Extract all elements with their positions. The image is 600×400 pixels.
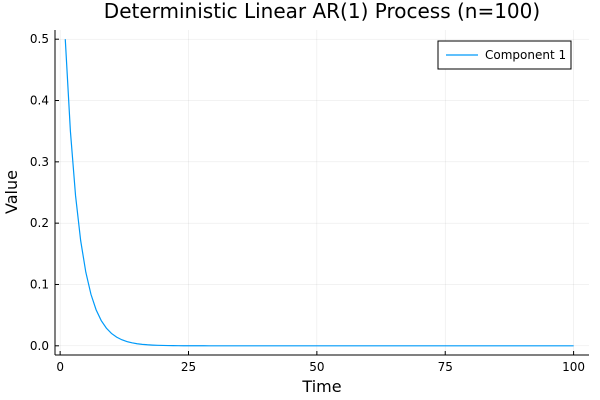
x-tick-label: 50 <box>309 360 324 374</box>
x-tick-label: 100 <box>562 360 585 374</box>
y-tick-label: 0.3 <box>30 155 49 169</box>
y-tick-label: 0.4 <box>30 94 49 108</box>
series-layer <box>64 39 574 347</box>
ticks: 0 25 50 75 100 0.0 0.1 0.2 0.3 0.4 0.5 <box>30 32 585 374</box>
series-line-component-1 <box>64 39 574 347</box>
y-tick-label: 0.0 <box>30 339 49 353</box>
axes <box>54 30 589 356</box>
chart-title: Deterministic Linear AR(1) Process (n=10… <box>104 0 540 23</box>
y-tick-label: 0.5 <box>30 32 49 46</box>
grid <box>55 30 589 355</box>
x-tick-label: 0 <box>56 360 64 374</box>
legend: Component 1 <box>437 40 572 70</box>
y-tick-label: 0.1 <box>30 277 49 291</box>
x-axis-label: Time <box>301 377 341 396</box>
y-tick-label: 0.2 <box>30 216 49 230</box>
legend-label-component-1: Component 1 <box>485 48 566 62</box>
x-tick-label: 75 <box>438 360 453 374</box>
y-axis-label: Value <box>2 170 21 214</box>
x-tick-label: 25 <box>181 360 196 374</box>
